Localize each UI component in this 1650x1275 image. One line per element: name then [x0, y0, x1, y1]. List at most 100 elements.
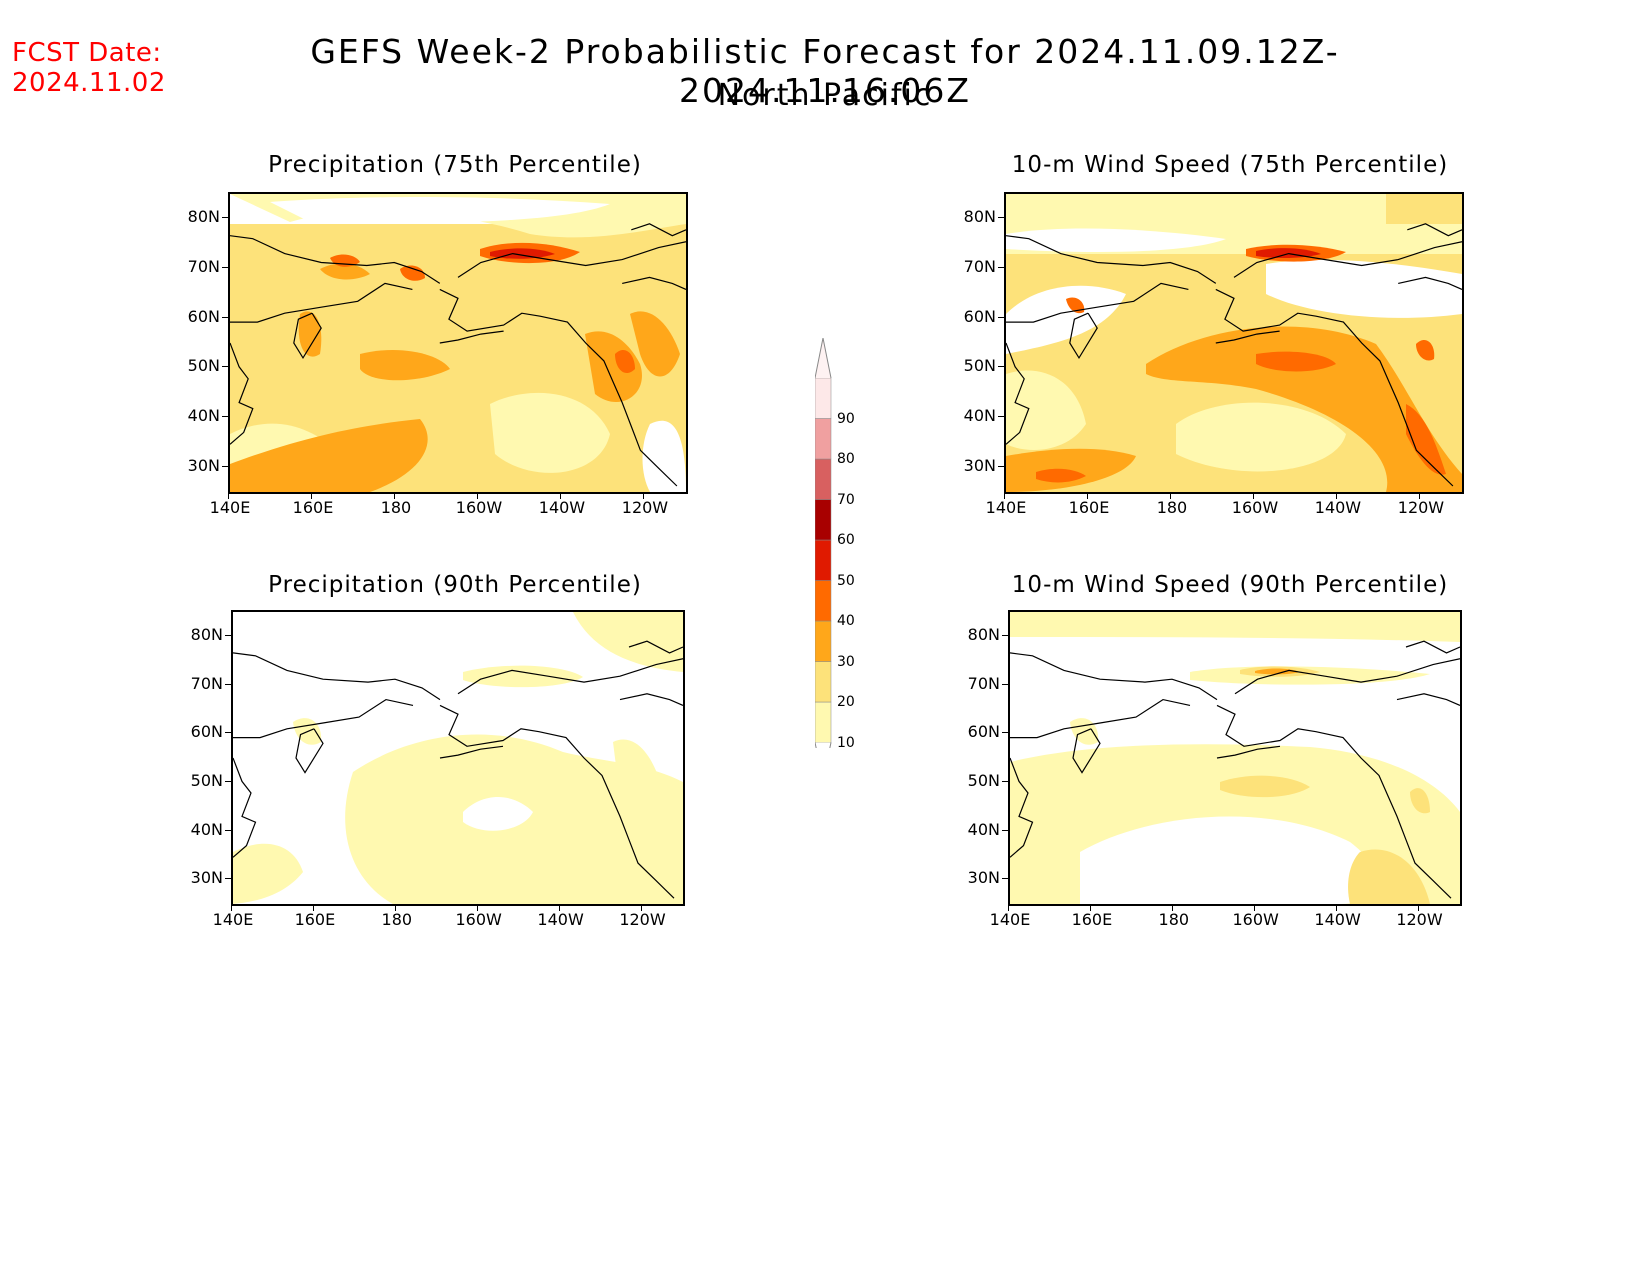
coastline [439, 330, 504, 344]
coastline [1233, 241, 1462, 278]
lon-label: 160W [1231, 498, 1279, 517]
contour-region [490, 248, 555, 259]
lat-tick [222, 217, 229, 219]
map-field-wind-90 [1010, 612, 1460, 904]
lon-label: 120W [1397, 498, 1445, 517]
lon-tick [312, 904, 314, 911]
coastline [439, 745, 504, 759]
lat-tick [1002, 634, 1009, 636]
lat-label: 30N [967, 868, 1000, 888]
coastline [1234, 658, 1460, 695]
coastline [1006, 342, 1030, 445]
panel-title-precip-75: Precipitation (75th Percentile) [268, 152, 642, 178]
coastline [457, 658, 683, 695]
coastline [1396, 693, 1460, 706]
coastline [1006, 235, 1217, 284]
contour-region [1410, 788, 1430, 814]
lat-tick [998, 316, 1005, 318]
contour-region [1006, 228, 1226, 252]
lat-tick [222, 465, 229, 467]
coastline [631, 223, 686, 237]
lon-tick [1171, 904, 1173, 911]
lon-tick [393, 492, 395, 499]
lon-label: 140W [537, 910, 584, 929]
coastline [295, 728, 324, 774]
coastline [233, 757, 257, 858]
contour-region [463, 665, 583, 688]
lat-label: 70N [187, 257, 220, 277]
coastline [1069, 312, 1098, 360]
lon-tick [394, 904, 396, 911]
colorbar-swatch [814, 458, 832, 500]
colorbar-swatch [814, 620, 832, 662]
lon-label: 160E [1068, 498, 1110, 517]
lon-tick [231, 904, 232, 911]
colorbar-label: 10 [837, 734, 855, 751]
page-title: GEFS Week-2 Probabilistic Forecast for 2… [310, 32, 1340, 110]
contour-region [320, 263, 370, 280]
colorbar-swatch [814, 499, 832, 541]
contour-region [1406, 404, 1446, 475]
lon-tick [1417, 904, 1419, 911]
lon-tick [228, 492, 229, 499]
coastline [628, 640, 683, 654]
map-field-precip-90 [233, 612, 683, 904]
coastline [293, 312, 322, 360]
coastline [1407, 223, 1462, 237]
colorbar-label: 70 [837, 491, 855, 508]
lon-tick [476, 492, 478, 499]
forecast-date-value: 2024.11.02 [12, 68, 166, 98]
coastline [1216, 745, 1281, 759]
colorbar-swatch [814, 661, 832, 703]
lat-label: 40N [967, 819, 1000, 839]
lat-label: 30N [190, 868, 223, 888]
map-precip-90 [231, 610, 685, 906]
lat-label: 70N [190, 673, 223, 693]
contour-region [1220, 775, 1310, 798]
contour-region [1176, 402, 1346, 472]
lat-label: 60N [190, 722, 223, 742]
lon-tick [640, 904, 642, 911]
coastline [457, 241, 686, 278]
contour-region [1036, 468, 1086, 483]
lat-label: 60N [963, 306, 996, 326]
panel-title-wind-75: 10-m Wind Speed (75th Percentile) [1011, 152, 1449, 178]
contour-region [1348, 849, 1430, 904]
lon-label: 140W [538, 498, 586, 517]
lat-label: 40N [190, 819, 223, 839]
lat-label: 60N [967, 722, 1000, 742]
lon-label: 160W [1232, 910, 1279, 929]
coastline [1405, 640, 1460, 654]
colorbar-swatch [814, 418, 832, 460]
lat-label: 80N [963, 207, 996, 227]
contour-region [298, 311, 322, 357]
lon-tick [1004, 492, 1005, 499]
map-field-precip-75 [230, 194, 686, 492]
contour-region [573, 612, 683, 672]
lon-tick [310, 492, 312, 499]
lon-label: 160E [294, 910, 336, 929]
coastline [230, 282, 413, 323]
lon-tick [1169, 492, 1171, 499]
contour-region [463, 797, 533, 831]
lat-label: 80N [190, 624, 223, 644]
lon-label: 120W [1396, 910, 1443, 929]
lon-tick [1086, 492, 1088, 499]
lat-tick [998, 416, 1005, 418]
map-wind-90 [1008, 610, 1462, 906]
contour-region [230, 419, 428, 492]
lon-tick [1335, 492, 1337, 499]
contour-region [585, 331, 642, 403]
lat-tick [222, 366, 229, 368]
colorbar-swatch [814, 580, 832, 622]
lat-tick [998, 267, 1005, 269]
lon-label: 180 [380, 498, 412, 517]
contour-region [1066, 297, 1085, 314]
map-wind-75 [1004, 192, 1464, 494]
contour-region [360, 349, 450, 381]
contour-region [1256, 351, 1336, 372]
colorbar-graphic [814, 337, 832, 781]
coastline [1010, 652, 1218, 701]
contour-region [642, 420, 686, 492]
contour-region [1266, 259, 1462, 318]
